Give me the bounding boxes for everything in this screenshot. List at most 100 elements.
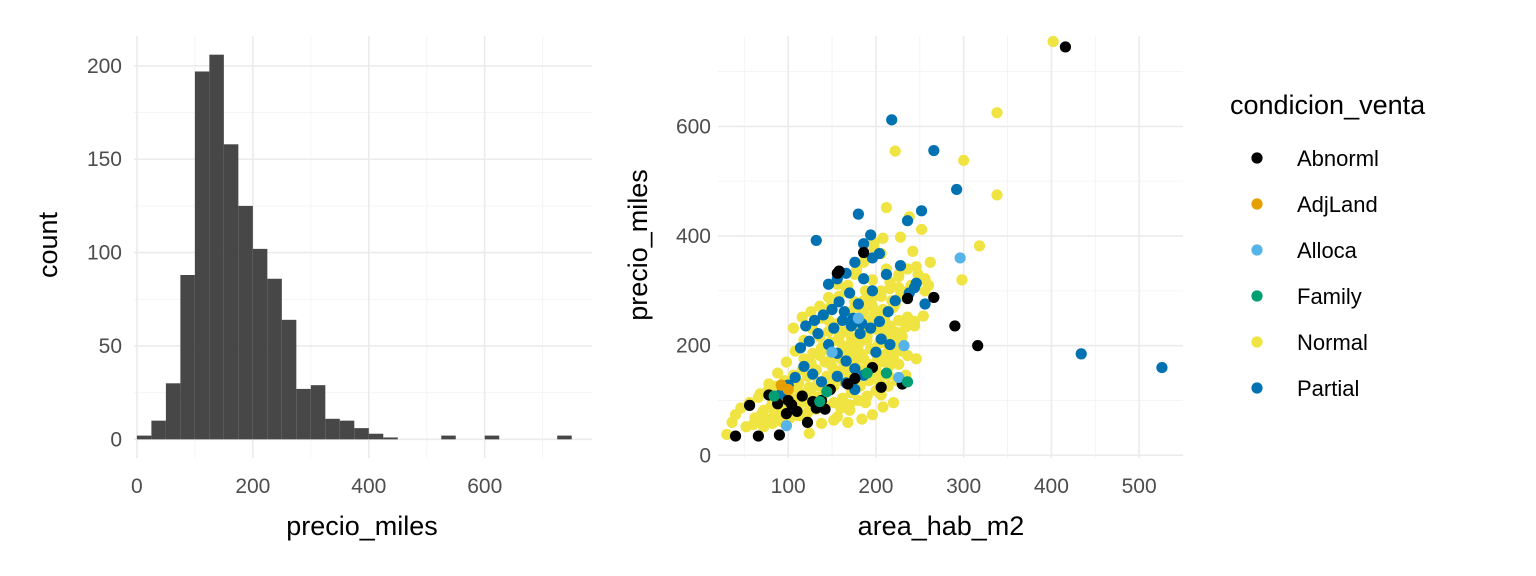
scatter-point-partial: [880, 268, 893, 281]
histogram-y-axis-title: count: [33, 211, 63, 278]
scatter-point-normal: [835, 402, 847, 414]
scatter-point-normal: [833, 331, 845, 343]
histogram-x-ticks: 0 200 400 600: [131, 475, 502, 498]
scatter-point-partial: [815, 376, 828, 388]
scatter-point-abnorml: [949, 320, 961, 332]
scatter-point-normal: [726, 416, 738, 428]
hist-x-tick-label: 600: [467, 475, 502, 498]
histogram-bar: [238, 205, 253, 440]
scatter-point-abnorml: [901, 292, 914, 305]
scatter-point-family: [880, 367, 893, 379]
scatter-point-partial: [886, 114, 898, 126]
scatter-point-adjland: [782, 383, 794, 396]
scatter-point-normal: [880, 201, 893, 214]
scatter-point-normal: [893, 314, 905, 327]
scatter-point-partial: [852, 298, 864, 310]
histogram-bar: [354, 428, 369, 440]
scatter-point-partial: [873, 315, 886, 328]
histogram-y-ticks: 0 50 100 150 200: [87, 55, 122, 451]
scatter-point-abnorml: [773, 429, 786, 441]
scatter-point-abnorml: [729, 430, 742, 442]
scatter-y-tick-label: 0: [699, 444, 711, 467]
scatter-point-partial: [838, 306, 850, 318]
scatter-point-partial: [858, 273, 870, 285]
legend-key-adjland: [1251, 198, 1263, 210]
scatter-point-partial: [875, 333, 887, 345]
scatter-point-abnorml: [928, 291, 940, 304]
scatter-point-normal: [991, 107, 1003, 119]
scatter-point-family: [768, 390, 780, 402]
scatter-point-abnorml: [972, 340, 984, 352]
histogram-bar: [252, 248, 268, 440]
scatter-point-normal: [915, 223, 928, 236]
scatter-point-alloca: [954, 252, 966, 264]
histogram-bar: [209, 54, 224, 440]
histogram-bar: [223, 144, 239, 440]
scatter-point-partial: [807, 368, 819, 380]
hist-x-tick-label: 200: [235, 475, 270, 498]
scatter-point-normal: [858, 353, 870, 365]
scatter-point-family: [861, 367, 873, 379]
scatter-point-normal: [877, 401, 889, 413]
hist-x-tick-label: 400: [351, 475, 386, 498]
histogram-bar: [296, 388, 311, 440]
hist-x-tick-label: 0: [131, 475, 143, 498]
scatter-point-normal: [798, 353, 810, 365]
scatter-point-abnorml: [849, 372, 861, 385]
scatter-point-normal: [754, 388, 766, 400]
legend-label-adjland: AdjLand: [1297, 192, 1378, 217]
scatter-point-normal: [721, 428, 733, 441]
scatter-point-normal: [836, 392, 849, 404]
scatter-point-normal: [1047, 35, 1059, 48]
histogram-bar: [339, 420, 355, 440]
scatter-point-normal: [772, 367, 784, 379]
scatter-point-normal: [844, 340, 856, 352]
scatter-point-normal: [787, 322, 800, 334]
scatter-point-normal: [956, 274, 968, 286]
scatter-point-abnorml: [752, 430, 764, 442]
hist-y-tick-label: 0: [110, 428, 122, 451]
histogram-bar: [281, 319, 297, 440]
scatter-point-family: [814, 395, 826, 408]
scatter-point-normal: [910, 353, 922, 365]
scatter-point-abnorml: [796, 390, 808, 402]
scatter-point-partial: [889, 295, 901, 307]
scatter-point-partial: [865, 322, 877, 334]
scatter-point-partial: [919, 298, 931, 310]
scatter-point-normal: [844, 399, 856, 411]
scatter-point-normal: [807, 347, 819, 359]
scatter-x-tick-label: 100: [771, 475, 806, 498]
scatter-x-tick-label: 400: [1034, 475, 1069, 498]
scatter-point-partial: [828, 322, 840, 334]
histogram-bar: [151, 420, 166, 440]
scatter-point-alloca: [826, 346, 838, 358]
hist-y-tick-label: 200: [87, 55, 122, 78]
histogram-bar: [180, 275, 195, 440]
scatter-point-normal: [822, 291, 835, 304]
scatter-points: [721, 35, 1168, 442]
scatter-y-tick-label: 200: [676, 335, 711, 358]
scatter-point-partial: [849, 363, 861, 375]
scatter-point-normal: [991, 189, 1003, 201]
histogram-bar: [557, 435, 572, 440]
hist-y-tick-label: 150: [87, 148, 122, 171]
legend: condicion_venta Abnorml AdjLand Alloca Fami…: [1230, 90, 1426, 401]
scatter-point-normal: [801, 406, 814, 419]
scatter-point-normal: [791, 380, 803, 392]
histogram-bar: [368, 433, 384, 440]
scatter-point-normal: [910, 261, 922, 273]
scatter-point-alloca: [852, 312, 864, 324]
histogram-bar: [165, 383, 181, 440]
scatter-point-partial: [908, 281, 921, 294]
scatter-point-normal: [815, 417, 828, 430]
scatter-point-normal: [900, 321, 912, 333]
scatter-point-normal: [889, 145, 901, 157]
scatter-x-ticks: 100 200 300 400 500: [771, 475, 1157, 498]
scatter-point-partial: [870, 346, 882, 358]
scatter-point-partial: [840, 355, 852, 367]
scatter-point-partial: [808, 314, 821, 327]
histogram-bar: [484, 435, 500, 440]
scatter-point-partial: [854, 327, 866, 340]
scatter-point-abnorml: [801, 416, 814, 428]
